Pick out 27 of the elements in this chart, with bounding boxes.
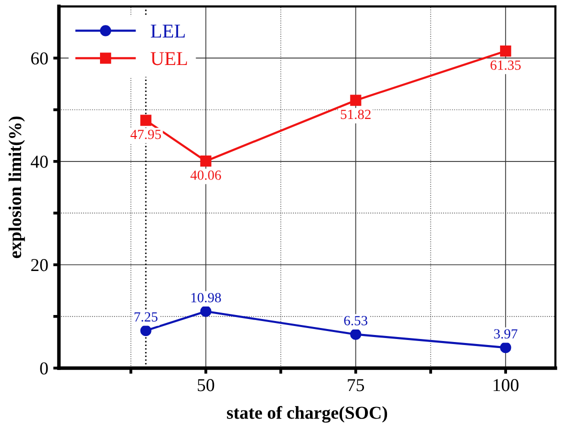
data-label: 6.53 — [344, 316, 368, 326]
data-label: 40.06 — [190, 170, 222, 180]
x-tick-label: 75 — [348, 379, 364, 392]
data-label: 10.98 — [191, 292, 221, 302]
data-label: 7.25 — [134, 312, 158, 322]
legend-label: UEL — [150, 52, 187, 66]
point — [500, 342, 512, 354]
point — [140, 114, 152, 126]
x-axis-title: state of charge(SOC) — [226, 406, 388, 423]
data-label: 3.97 — [494, 329, 518, 339]
x-tick-label: 100 — [494, 379, 518, 392]
point — [200, 306, 212, 317]
y-tick-label: 0 — [40, 362, 48, 375]
point — [500, 46, 512, 57]
point — [350, 328, 362, 340]
point — [350, 94, 362, 106]
legend-label: LEL — [150, 24, 185, 38]
y-axis-title: explosion limit(%) — [8, 116, 25, 258]
data-label: 51.82 — [340, 110, 371, 120]
data-label: 61.35 — [490, 60, 521, 70]
point — [200, 156, 212, 167]
y-tick-label: 20 — [31, 259, 48, 272]
y-tick-label: 60 — [31, 52, 48, 65]
x-tick-label: 50 — [198, 379, 214, 392]
data-label: 47.95 — [130, 130, 161, 140]
y-tick-label: 40 — [30, 156, 48, 168]
point — [140, 325, 152, 336]
